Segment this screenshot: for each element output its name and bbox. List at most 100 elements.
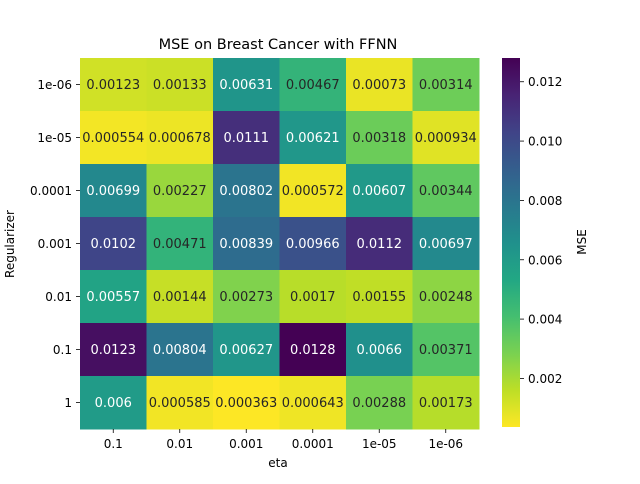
heatmap-cell bbox=[146, 217, 214, 271]
heatmap-cell bbox=[80, 164, 147, 218]
cell-value-label: 0.000585 bbox=[149, 396, 211, 411]
cell-value-label: 0.000678 bbox=[149, 131, 211, 146]
heatmap-cell bbox=[412, 111, 480, 165]
heatmap-cell bbox=[279, 164, 347, 218]
cell-value-label: 0.00318 bbox=[352, 131, 406, 146]
y-tick-label: 0.0001 bbox=[30, 184, 72, 198]
cell-value-label: 0.000572 bbox=[282, 184, 344, 199]
cell-value-label: 0.00607 bbox=[352, 184, 406, 199]
heatmap-cell bbox=[213, 58, 280, 112]
cell-value-label: 0.0066 bbox=[357, 343, 403, 358]
heatmap-cell bbox=[346, 376, 413, 430]
colorbar-tick-label: 0.006 bbox=[528, 253, 562, 267]
y-tick-label: 1e-05 bbox=[37, 131, 72, 145]
cell-value-label: 0.000934 bbox=[415, 131, 477, 146]
colorbar-tick-label: 0.010 bbox=[528, 135, 562, 149]
heatmap-cell bbox=[80, 217, 147, 271]
colorbar-tick-label: 0.002 bbox=[528, 372, 562, 386]
heatmap-cell bbox=[279, 323, 347, 377]
heatmap-cell bbox=[346, 270, 413, 324]
x-axis-label: eta bbox=[268, 456, 287, 470]
cell-value-label: 0.00144 bbox=[153, 290, 207, 305]
heatmap-cell bbox=[346, 164, 413, 218]
cell-value-label: 0.00155 bbox=[352, 290, 406, 305]
cell-value-label: 0.00471 bbox=[153, 237, 207, 252]
heatmap-cell bbox=[146, 323, 214, 377]
colorbar-label: MSE bbox=[575, 229, 589, 255]
cell-value-label: 0.00314 bbox=[419, 78, 473, 93]
heatmap-cell bbox=[146, 270, 214, 324]
heatmap-cell bbox=[213, 217, 280, 271]
cell-value-label: 0.0128 bbox=[290, 343, 336, 358]
heatmap-cell bbox=[279, 111, 347, 165]
heatmap-cell bbox=[412, 217, 480, 271]
cell-value-label: 0.00248 bbox=[419, 290, 473, 305]
cell-value-label: 0.000554 bbox=[82, 131, 144, 146]
cell-value-label: 0.00627 bbox=[219, 343, 273, 358]
cell-value-label: 0.00467 bbox=[286, 78, 340, 93]
cell-value-label: 0.00699 bbox=[86, 184, 140, 199]
cell-value-label: 0.00631 bbox=[219, 78, 273, 93]
heatmap-cell bbox=[412, 323, 480, 377]
heatmap-cell bbox=[146, 58, 214, 112]
cell-value-label: 0.00839 bbox=[219, 237, 273, 252]
heatmap-cell bbox=[80, 111, 147, 165]
heatmap-cell bbox=[412, 164, 480, 218]
y-tick-label: 1e-06 bbox=[37, 78, 72, 92]
heatmap-cell bbox=[80, 270, 147, 324]
y-axis: 1e-06 1e-05 0.0001 0.001 0.01 0.1 1 bbox=[30, 78, 80, 410]
heatmap-cell bbox=[346, 111, 413, 165]
cell-value-label: 0.0123 bbox=[91, 343, 137, 358]
colorbar bbox=[502, 58, 520, 427]
cell-value-label: 0.00621 bbox=[286, 131, 340, 146]
cell-value-label: 0.000363 bbox=[215, 396, 277, 411]
heatmap-cell bbox=[213, 376, 280, 430]
heatmap-cell bbox=[213, 111, 280, 165]
colorbar-ticks: 0.002 0.004 0.006 0.008 0.010 0.012 bbox=[520, 75, 562, 386]
y-tick-label: 0.001 bbox=[38, 237, 72, 251]
chart-title: MSE on Breast Cancer with FFNN bbox=[159, 37, 398, 53]
heatmap-cell bbox=[412, 58, 480, 112]
heatmap-cell bbox=[213, 164, 280, 218]
heatmap-cell bbox=[146, 376, 214, 430]
cell-value-label: 0.00073 bbox=[352, 78, 406, 93]
x-tick-label: 0.0001 bbox=[292, 437, 334, 451]
colorbar-tick-label: 0.008 bbox=[528, 194, 562, 208]
heatmap-cell bbox=[80, 58, 147, 112]
heatmap-cell bbox=[279, 270, 347, 324]
x-tick-label: 0.001 bbox=[229, 437, 263, 451]
y-tick-label: 1 bbox=[64, 396, 72, 410]
cell-value-label: 0.0102 bbox=[91, 237, 137, 252]
heatmap-cell bbox=[213, 270, 280, 324]
y-tick-label: 0.1 bbox=[53, 343, 72, 357]
heatmap-cell-labels: 0.00123 0.00133 0.00631 0.00467 0.00073 0.003… bbox=[82, 78, 477, 411]
cell-value-label: 0.00697 bbox=[419, 237, 473, 252]
cell-value-label: 0.00557 bbox=[86, 290, 140, 305]
colorbar-tick-label: 0.012 bbox=[528, 75, 562, 89]
cell-value-label: 0.00227 bbox=[153, 184, 207, 199]
heatmap-cell bbox=[279, 376, 347, 430]
cell-value-label: 0.00966 bbox=[286, 237, 340, 252]
cell-value-label: 0.0111 bbox=[224, 131, 270, 146]
colorbar-tick-label: 0.004 bbox=[528, 313, 562, 327]
heatmap-cell bbox=[279, 58, 347, 112]
cell-value-label: 0.0112 bbox=[357, 237, 403, 252]
cell-value-label: 0.000643 bbox=[282, 396, 344, 411]
heatmap-cell bbox=[346, 58, 413, 112]
cell-value-label: 0.00802 bbox=[219, 184, 273, 199]
cell-value-label: 0.00371 bbox=[419, 343, 473, 358]
cell-value-label: 0.00123 bbox=[86, 78, 140, 93]
x-tick-label: 0.1 bbox=[104, 437, 123, 451]
y-tick-label: 0.01 bbox=[45, 290, 72, 304]
cell-value-label: 0.00273 bbox=[219, 290, 273, 305]
cell-value-label: 0.006 bbox=[95, 396, 132, 411]
cell-value-label: 0.00804 bbox=[153, 343, 207, 358]
heatmap-cell bbox=[80, 376, 147, 430]
x-axis: 0.1 0.01 0.001 0.0001 1e-05 1e-06 bbox=[104, 429, 463, 451]
heatmap-cell bbox=[412, 270, 480, 324]
heatmap-cell bbox=[346, 217, 413, 271]
heatmap-cell bbox=[213, 323, 280, 377]
cell-value-label: 0.00344 bbox=[419, 184, 473, 199]
